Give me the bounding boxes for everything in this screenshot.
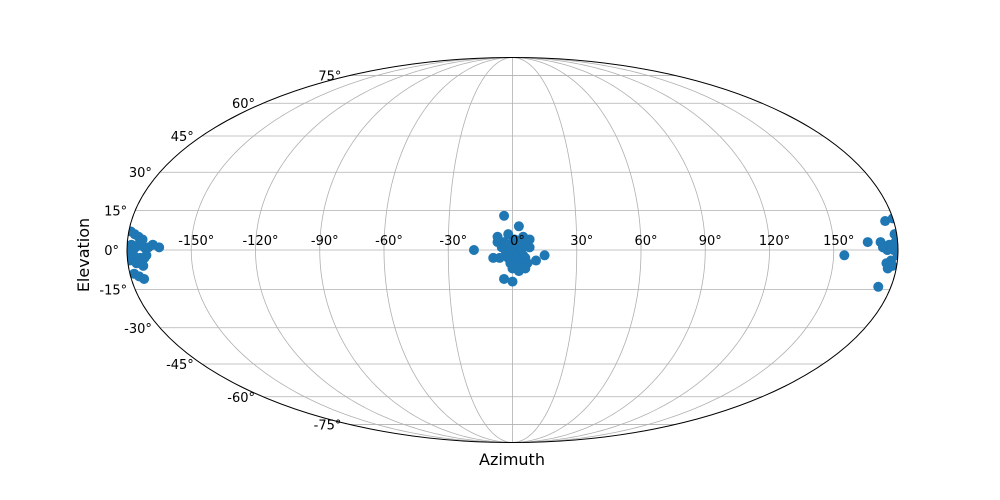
data-point	[494, 252, 505, 263]
data-point	[137, 234, 148, 245]
data-point	[499, 210, 510, 221]
x-tick-label: -60°	[375, 234, 403, 249]
y-tick-labels: 75° 60° 45° 30° 15° 0° -15° -30° -45° -60° -75°	[99, 70, 341, 434]
data-point	[524, 234, 535, 245]
x-tick-label: 30°	[570, 234, 593, 249]
data-point	[887, 260, 898, 271]
data-point	[492, 231, 503, 242]
x-tick-label: -30°	[439, 234, 467, 249]
x-tick-label: -120°	[242, 234, 278, 249]
x-tick-label: -150°	[178, 234, 214, 249]
data-point	[147, 239, 158, 250]
x-tick-label: 120°	[759, 234, 790, 249]
y-tick-label: 75°	[318, 70, 341, 85]
x-tick-label: 90°	[699, 234, 722, 249]
y-tick-label: -45°	[166, 358, 194, 373]
data-point	[520, 263, 531, 274]
data-point	[889, 229, 898, 240]
data-points	[127, 210, 898, 292]
data-point	[539, 250, 550, 261]
x-tick-label: 0°	[510, 234, 525, 249]
data-point	[468, 245, 479, 255]
data-point	[501, 239, 512, 250]
y-tick-label: -75°	[314, 418, 342, 433]
x-tick-label: 60°	[634, 234, 657, 249]
y-tick-label: -30°	[124, 322, 152, 337]
data-point	[886, 242, 897, 253]
x-tick-labels: -150° -120° -90° -60° -30° 0° 30° 60° 90° 120° 150…	[178, 234, 854, 249]
map-outline	[126, 57, 899, 443]
data-point	[862, 237, 873, 248]
data-point	[524, 242, 535, 253]
data-point	[873, 281, 884, 292]
data-point	[877, 242, 888, 253]
y-tick-label: -15°	[99, 283, 127, 298]
data-point	[138, 260, 149, 271]
data-point	[499, 273, 510, 284]
y-axis-label: Elevation	[74, 218, 93, 292]
y-tick-label: 60°	[232, 97, 255, 112]
x-tick-label: 150°	[823, 234, 854, 249]
x-tick-label: -90°	[311, 234, 339, 249]
data-point	[141, 250, 152, 261]
x-axis-label: Azimuth	[479, 450, 545, 469]
y-tick-label: 30°	[129, 166, 152, 181]
data-point	[507, 276, 518, 287]
data-point	[139, 273, 150, 284]
y-tick-label: -60°	[227, 391, 255, 406]
data-point	[839, 250, 850, 261]
y-tick-label: 15°	[104, 205, 127, 220]
data-point	[531, 255, 542, 266]
data-point	[513, 221, 524, 232]
data-point	[880, 216, 891, 227]
y-tick-label: 45°	[171, 130, 194, 145]
y-tick-label: 0°	[104, 244, 119, 259]
